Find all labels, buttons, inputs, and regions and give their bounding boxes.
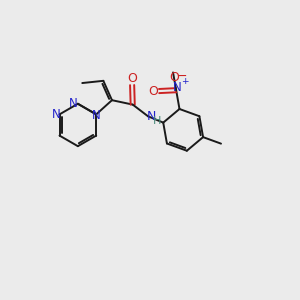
Text: O: O: [127, 72, 137, 85]
Text: O: O: [169, 71, 179, 84]
Text: O: O: [148, 85, 158, 98]
Text: N: N: [92, 109, 100, 122]
Text: +: +: [181, 77, 188, 86]
Text: N: N: [147, 110, 156, 123]
Text: N: N: [69, 97, 78, 110]
Text: N: N: [52, 108, 60, 121]
Text: N: N: [173, 81, 182, 94]
Text: −: −: [177, 70, 187, 83]
Text: H: H: [153, 116, 162, 126]
